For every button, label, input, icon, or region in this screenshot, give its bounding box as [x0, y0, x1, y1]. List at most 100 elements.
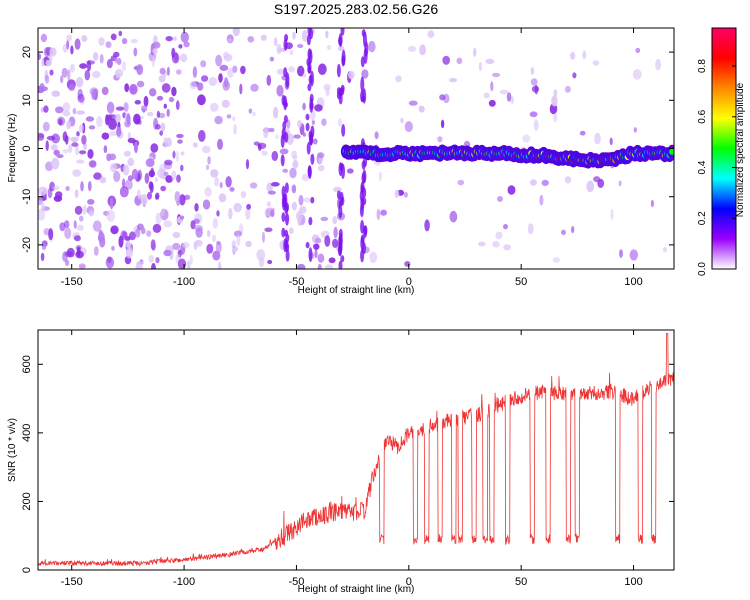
- spectrum-speckle: [72, 169, 82, 177]
- spectrum-speckle: [579, 130, 586, 136]
- spectrum-speckle: [492, 241, 500, 248]
- spectrum-speckle: [114, 68, 124, 78]
- spectrum-speckle: [324, 235, 331, 247]
- spectrum-speckle: [118, 235, 124, 248]
- spectrum-speckle: [59, 222, 66, 232]
- spectrum-speckle: [48, 228, 54, 241]
- spectrum-speckle: [136, 119, 140, 124]
- spectrum-speckle: [522, 134, 531, 143]
- snr-x-tick-label: -50: [288, 576, 304, 588]
- spectrogram-y-tick-label: 10: [21, 94, 33, 106]
- spectrum-speckle: [216, 240, 221, 245]
- spectrum-speckle: [74, 205, 83, 215]
- spectrum-speckle: [82, 204, 87, 215]
- spectrum-speckle: [163, 171, 169, 177]
- spectrum-streak: [284, 204, 289, 215]
- spectrum-streak: [341, 49, 346, 66]
- spectrum-speckle: [194, 203, 199, 212]
- spectrum-speckle: [157, 168, 166, 179]
- spectrum-speckle: [92, 71, 101, 78]
- spectrum-speckle: [70, 45, 74, 55]
- spectrum-speckle: [189, 254, 193, 265]
- spectrum-streak: [338, 200, 343, 207]
- spectrum-speckle: [449, 77, 458, 83]
- spectrum-speckle: [232, 246, 239, 252]
- spectrum-speckle: [258, 143, 262, 151]
- spectrum-speckle: [154, 177, 159, 182]
- snr-x-tick-label: 0: [406, 576, 412, 588]
- spectrum-speckle: [629, 249, 638, 261]
- spectrum-speckle: [67, 69, 71, 81]
- spectrum-streak: [283, 238, 288, 253]
- spectrum-speckle: [418, 105, 425, 113]
- spectrum-speckle: [239, 83, 243, 95]
- spectrum-speckle: [408, 100, 418, 106]
- spectrum-speckle: [163, 103, 167, 109]
- spectrum-speckle: [175, 100, 180, 111]
- spectrum-speckle: [320, 216, 329, 222]
- spectrum-speckle: [253, 141, 260, 146]
- spectrum-speckle: [152, 47, 158, 55]
- spectrum-speckle: [134, 100, 141, 105]
- spectrum-speckle: [582, 50, 587, 60]
- spectrum-speckle: [64, 251, 73, 258]
- spectrum-speckle: [78, 263, 86, 269]
- spectrum-speckle: [442, 55, 451, 65]
- spectrum-speckle: [106, 153, 112, 162]
- colorbar-ticks: 0.0 0.2 0.4 0.6 0.8: [697, 59, 736, 276]
- spectrum-speckle: [586, 180, 595, 192]
- spectrum-speckle: [275, 134, 279, 140]
- spectrum-speckle: [159, 67, 166, 75]
- spectrum-speckle: [531, 85, 540, 93]
- spectrogram-x-tick-label: 100: [624, 276, 642, 288]
- spectrum-speckle: [144, 172, 150, 184]
- spectrum-speckle: [85, 116, 95, 122]
- spectrum-streak: [307, 48, 312, 61]
- spectrum-speckle: [215, 54, 223, 67]
- spectrum-speckle: [619, 249, 623, 258]
- spectrum-speckle: [289, 227, 294, 235]
- spectrum-speckle: [114, 57, 118, 64]
- spectrum-speckle: [250, 83, 259, 92]
- spectrum-speckle: [50, 144, 58, 151]
- spectrum-speckle: [233, 202, 242, 213]
- spectrum-speckle: [177, 139, 183, 144]
- spectrum-streak: [360, 76, 365, 93]
- spectrum-streak: [359, 204, 364, 218]
- spectrum-speckle: [180, 164, 184, 172]
- spectrum-speckle: [245, 207, 251, 220]
- spectrum-speckle: [223, 51, 229, 59]
- spectrum-streak: [305, 122, 310, 132]
- spectrum-speckle: [176, 133, 184, 139]
- spectrum-speckle: [42, 187, 48, 194]
- spectrum-speckle: [225, 176, 232, 188]
- spectrum-speckle: [226, 114, 232, 119]
- spectrum-speckle: [149, 88, 157, 97]
- spectrum-speckle: [403, 191, 408, 198]
- spectrum-speckle: [314, 104, 323, 112]
- colorbar-tick-label: 0.6: [697, 109, 708, 123]
- spectrum-speckle: [115, 113, 121, 123]
- spectrum-speckle: [81, 134, 87, 145]
- spectrum-speckle: [222, 80, 230, 91]
- spectrum-speckle: [662, 247, 668, 253]
- spectrum-streak: [285, 213, 289, 226]
- figure-title: S197.2025.283.02.56.G26: [274, 1, 438, 17]
- spectrum-speckle: [571, 226, 575, 234]
- spectrum-speckle: [263, 126, 269, 139]
- spectrum-speckle: [96, 116, 103, 128]
- spectrum-speckle: [79, 124, 84, 133]
- spectrum-speckle: [45, 140, 49, 151]
- spectrum-speckle: [55, 106, 64, 114]
- spectrum-streak: [338, 162, 343, 177]
- spectrum-speckle: [217, 261, 222, 269]
- spectrum-speckle: [217, 138, 223, 150]
- spectrogram-y-tick-label: -10: [21, 189, 33, 205]
- spectrum-speckle: [62, 148, 69, 154]
- spectrum-speckle: [212, 217, 218, 229]
- spectrum-speckle: [93, 52, 99, 61]
- spectrum-speckle: [186, 260, 191, 269]
- spectrum-speckle: [165, 175, 173, 183]
- spectrum-streak: [281, 212, 286, 223]
